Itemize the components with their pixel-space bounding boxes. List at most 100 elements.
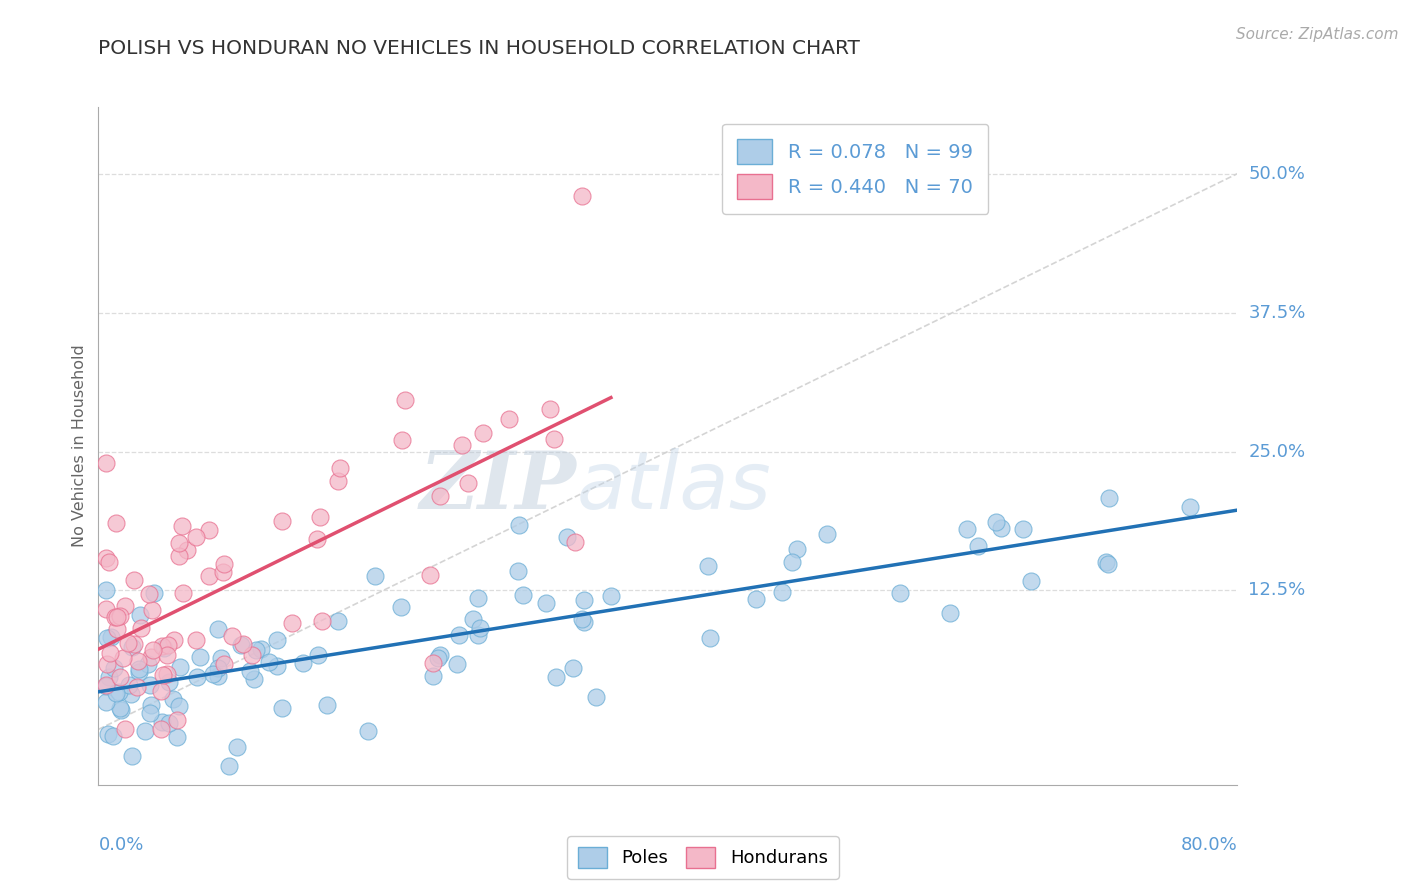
Point <box>139 677 162 691</box>
Point <box>889 586 911 600</box>
Point <box>170 519 193 533</box>
Point <box>786 542 808 557</box>
Point <box>212 565 235 579</box>
Legend: Poles, Hondurans: Poles, Hondurans <box>568 836 838 879</box>
Point <box>270 514 292 528</box>
Point <box>169 536 191 550</box>
Point <box>156 648 179 662</box>
Point <box>198 569 221 583</box>
Point <box>770 585 793 599</box>
Point <box>124 574 146 588</box>
Point <box>100 630 122 644</box>
Point <box>104 610 127 624</box>
Point <box>543 432 565 446</box>
Point <box>311 614 333 628</box>
Legend: R = 0.078   N = 99, R = 0.440   N = 70: R = 0.078 N = 99, R = 0.440 N = 70 <box>721 123 988 214</box>
Point <box>364 569 387 583</box>
Point <box>117 678 139 692</box>
Point <box>257 655 280 669</box>
Point <box>245 643 267 657</box>
Point <box>120 687 142 701</box>
Point <box>128 665 150 679</box>
Point <box>291 656 314 670</box>
Point <box>422 656 444 670</box>
Point <box>391 434 413 448</box>
Point <box>599 589 621 603</box>
Point <box>307 648 329 662</box>
Point <box>166 730 188 744</box>
Point <box>162 692 184 706</box>
Point <box>110 703 132 717</box>
Point <box>555 530 578 544</box>
Point <box>280 616 302 631</box>
Point <box>508 517 530 532</box>
Point <box>94 456 117 470</box>
Point <box>266 632 288 647</box>
Text: POLISH VS HONDURAN NO VEHICLES IN HOUSEHOLD CORRELATION CHART: POLISH VS HONDURAN NO VEHICLES IN HOUSEH… <box>98 39 860 58</box>
Point <box>967 539 990 553</box>
Point <box>139 706 162 720</box>
Point <box>308 510 330 524</box>
Point <box>152 714 174 729</box>
Point <box>157 638 180 652</box>
Text: 80.0%: 80.0% <box>1181 836 1237 854</box>
Point <box>207 668 229 682</box>
Point <box>186 670 208 684</box>
Point <box>538 402 561 417</box>
Text: 37.5%: 37.5% <box>1249 303 1306 322</box>
Point <box>152 668 174 682</box>
Point <box>429 648 451 663</box>
Text: atlas: atlas <box>576 448 772 525</box>
Point <box>571 189 593 203</box>
Point <box>163 632 186 647</box>
Point <box>745 592 768 607</box>
Point <box>166 714 188 728</box>
Point <box>141 603 163 617</box>
Point <box>394 392 416 407</box>
Point <box>696 558 718 573</box>
Point <box>184 530 207 544</box>
Point <box>149 723 172 737</box>
Point <box>142 643 165 657</box>
Y-axis label: No Vehicles in Household: No Vehicles in Household <box>72 344 87 548</box>
Point <box>212 557 235 571</box>
Point <box>939 606 962 620</box>
Point <box>138 587 160 601</box>
Point <box>221 629 243 643</box>
Point <box>266 659 288 673</box>
Point <box>94 695 117 709</box>
Point <box>986 515 1008 529</box>
Point <box>956 522 979 536</box>
Point <box>815 527 838 541</box>
Point <box>429 489 451 503</box>
Point <box>512 587 534 601</box>
Point <box>110 608 132 623</box>
Point <box>114 599 136 613</box>
Point <box>780 555 803 569</box>
Point <box>121 640 143 655</box>
Point <box>94 550 117 565</box>
Point <box>207 660 229 674</box>
Point <box>212 657 235 671</box>
Point <box>141 698 163 712</box>
Point <box>449 628 471 642</box>
Point <box>98 647 121 661</box>
Point <box>150 639 173 653</box>
Point <box>326 474 349 488</box>
Text: 12.5%: 12.5% <box>1249 582 1306 599</box>
Text: ZIP: ZIP <box>420 448 576 525</box>
Point <box>536 596 558 610</box>
Point <box>564 535 586 549</box>
Point <box>1097 557 1119 571</box>
Point <box>121 749 143 764</box>
Point <box>139 649 162 664</box>
Point <box>357 724 380 739</box>
Point <box>242 648 264 662</box>
Point <box>467 591 489 606</box>
Point <box>209 651 232 665</box>
Point <box>94 679 117 693</box>
Point <box>169 660 191 674</box>
Point <box>249 642 271 657</box>
Point <box>467 628 489 642</box>
Point <box>143 586 166 600</box>
